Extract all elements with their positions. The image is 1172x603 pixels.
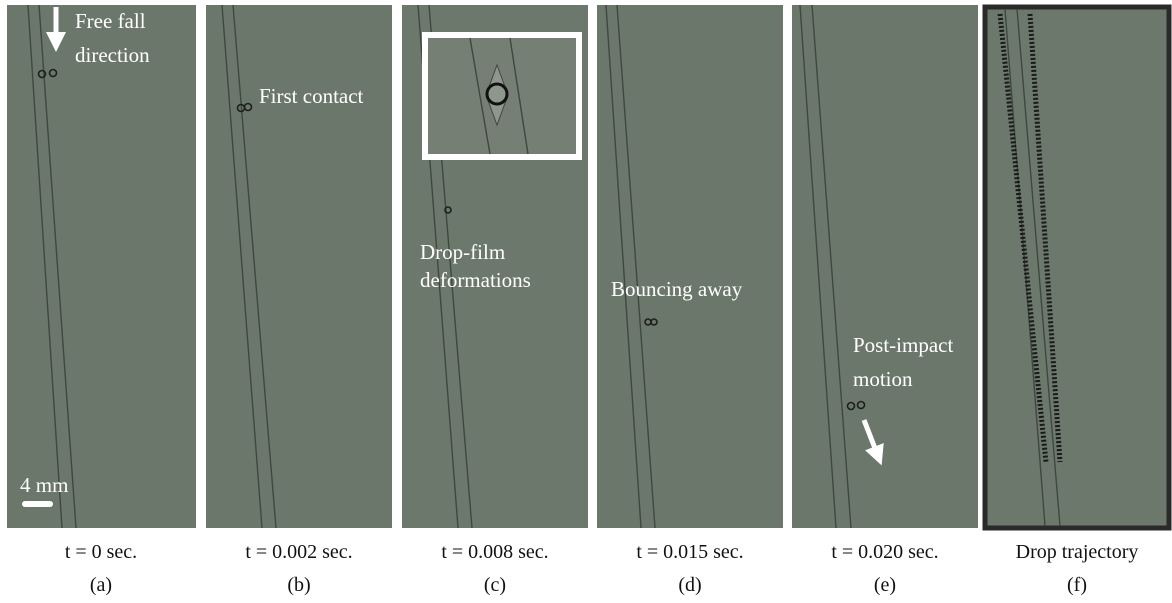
drop [444,206,452,214]
annotation: First contact [259,84,364,108]
panel-d: Bouncing away [597,4,783,529]
arrow [861,419,884,466]
annotation: direction [75,43,150,67]
drop [243,102,253,112]
fiber [27,4,63,529]
fiber [811,4,852,529]
annotation: deformations [420,268,531,292]
fiber [605,4,642,529]
drop [48,68,58,78]
drop [37,69,47,79]
fiber [509,37,529,155]
panel-label: (a) [90,574,112,596]
annotation: Post-impact [853,333,953,357]
fiber [221,4,263,529]
time-caption: t = 0.002 sec. [245,541,352,563]
panel-f [982,4,1172,531]
annotation: Free fall [75,9,146,33]
scale-bar [22,501,53,507]
trajectory [997,13,1049,463]
panel-c: Drop-film deformations [402,4,588,529]
fiber [469,37,491,155]
panel-label: (f) [1067,574,1087,596]
panel-b: First contact [206,4,392,529]
photo [982,4,1172,531]
time-caption: t = 0 sec. [65,541,137,563]
fiber [1016,8,1061,527]
fiber [38,4,77,529]
time-caption: t = 0.020 sec. [831,541,938,563]
trajectory [1027,13,1063,463]
annotation: Bouncing away [611,277,743,301]
panel-label: (d) [678,574,701,596]
fiber [616,4,656,529]
drop [650,318,658,326]
photo [597,5,783,528]
drop [485,82,509,106]
panel-e: Post-impact motion [792,4,978,529]
time-caption: Drop trajectory [1016,541,1139,563]
fiber [799,4,837,529]
photo [792,5,978,528]
panel-label: (e) [874,574,896,596]
captions: t = 0 sec. (a) t = 0.002 sec. (b) t = 0.008 … [65,541,1139,596]
time-caption: t = 0.008 sec. [441,541,548,563]
scale-label: 4 mm [20,473,68,497]
annotation: motion [853,367,913,391]
drop [846,401,856,411]
fiber [1004,8,1046,527]
panel-label: (b) [287,574,310,596]
photo [7,5,196,528]
deformed-film [485,63,509,127]
photo [206,5,392,528]
fiber [232,4,277,529]
drop [856,400,866,410]
time-caption: t = 0.015 sec. [636,541,743,563]
annotation: Drop-film [420,240,505,264]
panel-label: (c) [484,574,506,596]
panel-a: Free fall direction 4 mm [7,4,196,529]
